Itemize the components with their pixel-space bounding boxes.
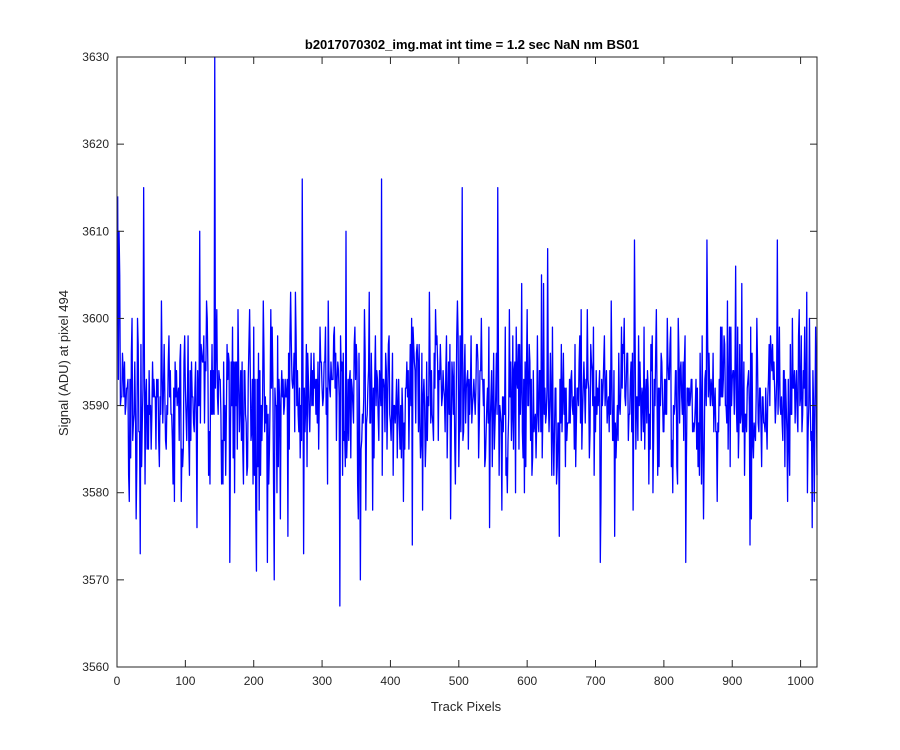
x-tick-label: 900 bbox=[722, 674, 742, 688]
x-tick-label: 700 bbox=[586, 674, 606, 688]
y-tick-label: 3610 bbox=[82, 224, 109, 238]
y-axis-label: Signal (ADU) at pixel 494 bbox=[56, 290, 71, 436]
x-tick-label: 0 bbox=[114, 674, 121, 688]
series-layer bbox=[117, 56, 818, 607]
axes-box bbox=[116, 56, 818, 668]
x-axis-label: Track Pixels bbox=[431, 699, 502, 714]
x-tick-label: 200 bbox=[244, 674, 264, 688]
x-tick-label: 500 bbox=[449, 674, 469, 688]
x-tick-label: 300 bbox=[312, 674, 332, 688]
ticks-layer: 0 100 200 300 400 500 600 700 800 900 1000 3560 3570… bbox=[82, 50, 817, 688]
y-tick-label: 3620 bbox=[82, 137, 109, 151]
y-tick-label: 3590 bbox=[82, 399, 109, 413]
x-tick-label: 1000 bbox=[787, 674, 814, 688]
x-tick-label: 100 bbox=[175, 674, 195, 688]
x-tick-label: 400 bbox=[380, 674, 400, 688]
series-line-0 bbox=[117, 56, 818, 607]
axes-background bbox=[117, 57, 817, 667]
y-tick-label: 3570 bbox=[82, 573, 109, 587]
chart-title: b2017070302_img.mat int time = 1.2 sec N… bbox=[305, 37, 639, 52]
y-tick-label: 3600 bbox=[82, 311, 109, 325]
x-tick-label: 600 bbox=[517, 674, 537, 688]
y-tick-label: 3560 bbox=[82, 660, 109, 674]
x-tick-label: 800 bbox=[654, 674, 674, 688]
y-tick-label: 3630 bbox=[82, 50, 109, 64]
y-tick-label: 3580 bbox=[82, 486, 109, 500]
